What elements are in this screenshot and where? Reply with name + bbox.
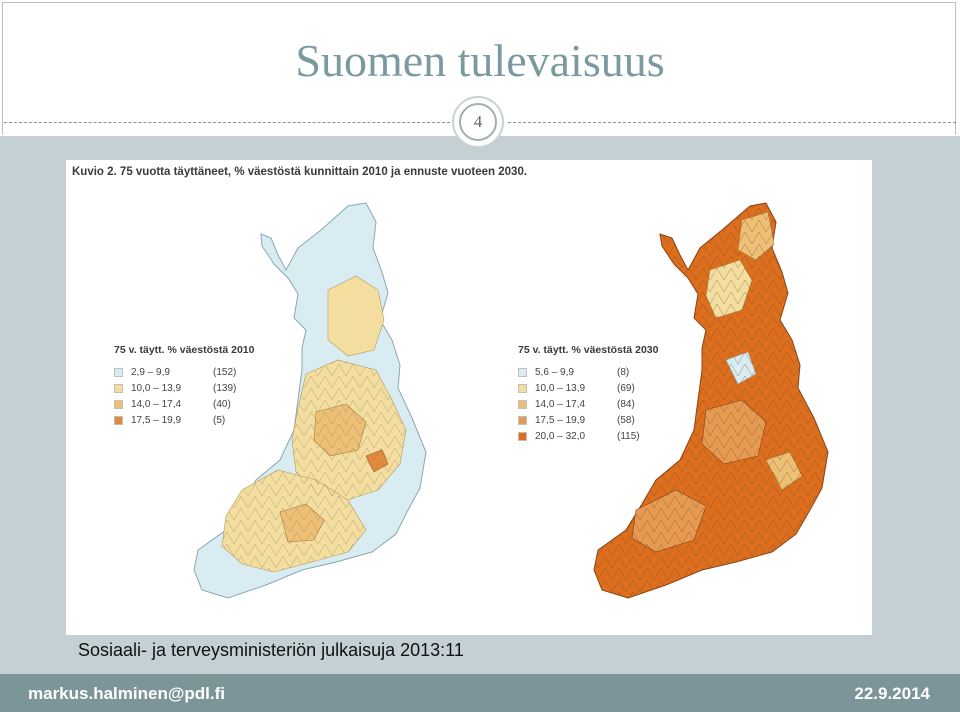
legend-range: 17,5 – 19,9 xyxy=(131,414,182,426)
legend-2010-row: 17,5 – 19,9 (5) xyxy=(114,412,254,428)
legend-range: 2,9 – 9,9 xyxy=(131,366,170,378)
figure-caption: Kuvio 2. 75 vuotta täyttäneet, % väestös… xyxy=(72,166,528,178)
legend-count: (58) xyxy=(617,414,635,426)
legend-2010-row: 2,9 – 9,9 (152) xyxy=(114,364,254,380)
legend-2010-row: 14,0 – 17,4 (40) xyxy=(114,396,254,412)
legend-2030-title: 75 v. täytt. % väestöstä 2030 xyxy=(518,344,659,356)
legend-range: 17,5 – 19,9 xyxy=(535,414,586,426)
legend-swatch xyxy=(518,383,527,393)
legend-2030-row: 14,0 – 17,4 (84) xyxy=(518,396,658,412)
legend-2010: 75 v. täytt. % väestöstä 2010 2,9 – 9,9 … xyxy=(114,344,254,428)
legend-swatch xyxy=(114,383,123,393)
legend-range: 10,0 – 13,9 xyxy=(535,382,586,394)
legend-range: 20,0 – 32,0 xyxy=(535,430,586,442)
legend-swatch xyxy=(518,415,527,425)
slide-number: 4 xyxy=(459,103,497,141)
legend-2030: 75 v. täytt. % väestöstä 2030 5,6 – 9,9 … xyxy=(518,344,658,444)
legend-swatch xyxy=(518,431,527,441)
legend-count: (69) xyxy=(617,382,635,394)
legend-swatch xyxy=(114,367,123,377)
slide-title: Suomen tulevaisuus xyxy=(295,35,665,86)
legend-swatch xyxy=(114,399,123,409)
legend-2010-title: 75 v. täytt. % väestöstä 2010 xyxy=(114,344,255,356)
header-frame xyxy=(2,2,956,135)
legend-count: (115) xyxy=(617,430,640,442)
legend-2030-row: 17,5 – 19,9 (58) xyxy=(518,412,658,428)
map-2010 xyxy=(193,202,427,599)
legend-swatch xyxy=(518,367,527,377)
legend-2010-row: 10,0 – 13,9 (139) xyxy=(114,380,254,396)
legend-count: (139) xyxy=(213,382,237,394)
legend-count: (5) xyxy=(213,414,226,426)
legend-range: 14,0 – 17,4 xyxy=(535,398,586,410)
legend-count: (84) xyxy=(617,398,635,410)
footer-date: 22.9.2014 xyxy=(854,684,930,703)
header-divider-left xyxy=(4,122,450,123)
slide-footer xyxy=(0,674,960,712)
map-2030 xyxy=(593,202,829,599)
finland-maps xyxy=(193,202,829,599)
legend-count: (152) xyxy=(213,366,237,378)
legend-swatch xyxy=(518,399,527,409)
legend-range: 14,0 – 17,4 xyxy=(131,398,182,410)
slide-number-badge: 4 xyxy=(452,96,504,148)
legend-count: (40) xyxy=(213,398,231,410)
source-citation: Sosiaali- ja terveysministeriön julkaisu… xyxy=(78,640,464,660)
header-divider-right xyxy=(508,122,956,123)
legend-range: 10,0 – 13,9 xyxy=(131,382,182,394)
legend-range: 5,6 – 9,9 xyxy=(535,366,574,378)
legend-2030-row: 10,0 – 13,9 (69) xyxy=(518,380,658,396)
figure-image: Kuvio 2. 75 vuotta täyttäneet, % väestös… xyxy=(66,160,872,635)
legend-2030-row: 20,0 – 32,0 (115) xyxy=(518,428,658,444)
legend-2030-row: 5,6 – 9,9 (8) xyxy=(518,364,658,380)
legend-swatch xyxy=(114,415,123,425)
footer-email: markus.halminen@pdl.fi xyxy=(28,684,226,703)
legend-count: (8) xyxy=(617,366,630,378)
